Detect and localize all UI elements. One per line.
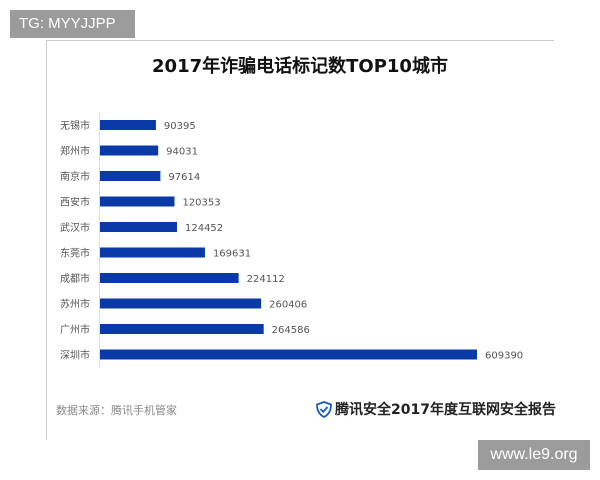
bar (100, 298, 262, 309)
bar (100, 120, 156, 130)
bar (100, 145, 159, 156)
category-label: 苏州市 (60, 298, 90, 311)
category-label: 成都市 (60, 272, 90, 285)
chart-title: 2017年诈骗电话标记数TOP10城市 (152, 56, 448, 77)
category-label: 东莞市 (60, 247, 90, 260)
bar (100, 196, 175, 207)
data-label: 260406 (269, 300, 307, 311)
brand-footer: 腾讯安全2017年度互联网安全报告 (316, 399, 556, 419)
bar (100, 247, 205, 258)
category-label: 武汉市 (60, 221, 90, 234)
data-label: 224112 (247, 274, 285, 285)
bar (100, 273, 239, 283)
category-label: 深圳市 (60, 349, 90, 362)
data-label: 609390 (485, 351, 523, 362)
data-label: 90395 (164, 121, 196, 132)
frame-left-line (46, 40, 47, 440)
watermark-top: TG: MYYJJPP (10, 10, 135, 38)
data-label: 124452 (185, 223, 223, 234)
category-label: 无锡市 (60, 119, 90, 132)
bar (100, 349, 477, 360)
data-label: 97614 (168, 172, 200, 183)
bar (100, 324, 264, 334)
bar (100, 171, 161, 181)
bar (100, 222, 177, 232)
brand-text: 腾讯安全2017年度互联网安全报告 (335, 402, 556, 418)
data-label: 169631 (213, 249, 251, 260)
data-label: 120353 (182, 198, 220, 209)
category-label: 郑州市 (60, 145, 90, 158)
watermark-bottom: www.le9.org (478, 440, 590, 470)
category-label: 广州市 (60, 323, 90, 336)
data-label: 94031 (166, 147, 198, 158)
data-label: 264586 (272, 325, 310, 336)
category-label: 南京市 (60, 170, 90, 183)
frame-top-line (46, 40, 554, 41)
shield-check-icon (316, 400, 332, 418)
category-label: 西安市 (60, 196, 90, 209)
data-source: 数据来源：腾讯手机管家 (56, 404, 177, 417)
